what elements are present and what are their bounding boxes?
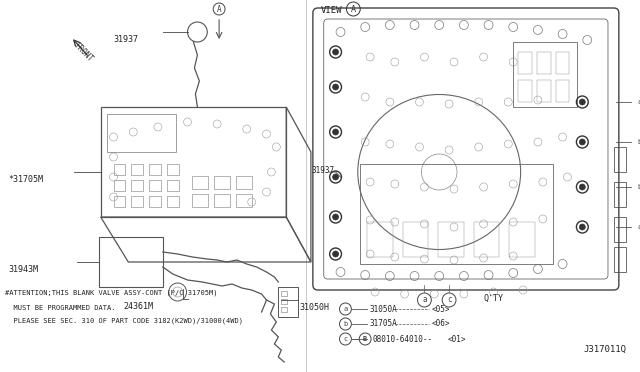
Text: a: a [422, 295, 427, 305]
Bar [614, 147, 626, 172]
Text: J317011Q: J317011Q [584, 345, 627, 354]
Text: b: b [637, 184, 640, 190]
Text: *31705M: *31705M [8, 175, 43, 184]
Circle shape [579, 224, 586, 230]
Text: c: c [447, 295, 451, 305]
Bar [537, 80, 551, 102]
Text: #ATTENTION;THIS BLANK VALVE ASSY-CONT (P/C 31705M): #ATTENTION;THIS BLANK VALVE ASSY-CONT (P… [5, 290, 218, 296]
Bar [214, 176, 230, 189]
Bar [107, 114, 176, 152]
Circle shape [579, 99, 586, 105]
Text: Q'TY: Q'TY [483, 294, 504, 303]
Bar [214, 194, 230, 207]
Text: MUST BE PROGRAMMED DATA.: MUST BE PROGRAMMED DATA. [5, 305, 115, 311]
Bar [513, 42, 577, 107]
Circle shape [333, 129, 339, 135]
Text: B: B [363, 336, 367, 342]
Bar [367, 222, 393, 257]
Text: 31937: 31937 [113, 35, 138, 44]
Bar [474, 222, 499, 257]
Bar [614, 217, 626, 242]
Text: a: a [637, 224, 640, 230]
Text: 31705A: 31705A [369, 320, 397, 328]
Text: a: a [637, 99, 640, 105]
Bar [113, 180, 125, 191]
Bar [282, 291, 287, 296]
Text: A: A [217, 4, 221, 13]
Bar [518, 80, 532, 102]
Bar [131, 180, 143, 191]
Circle shape [333, 214, 339, 220]
Circle shape [333, 49, 339, 55]
Bar [149, 196, 161, 207]
Bar [113, 196, 125, 207]
Bar [167, 164, 179, 175]
Bar [360, 164, 553, 264]
Bar [518, 52, 532, 74]
Bar [167, 180, 179, 191]
Text: b: b [637, 139, 640, 145]
Text: c: c [343, 336, 348, 342]
Bar [149, 164, 161, 175]
Bar [282, 299, 287, 304]
Bar [131, 164, 143, 175]
Bar [278, 287, 298, 317]
Bar [556, 80, 570, 102]
Circle shape [579, 184, 586, 190]
Text: 31943M: 31943M [8, 265, 38, 274]
Bar [131, 196, 143, 207]
Bar [236, 194, 252, 207]
Bar [282, 307, 287, 312]
Text: <05>: <05> [431, 305, 450, 314]
Bar [509, 222, 535, 257]
Circle shape [333, 251, 339, 257]
Text: b: b [343, 321, 348, 327]
Text: A: A [351, 4, 356, 13]
Bar [537, 52, 551, 74]
Bar [193, 176, 208, 189]
Bar [403, 222, 428, 257]
Bar [614, 247, 626, 272]
Circle shape [333, 84, 339, 90]
Text: a: a [343, 306, 348, 312]
Text: PLEASE SEE SEC. 310 OF PART CODE 3182(K2WD)/31000(4WD): PLEASE SEE SEC. 310 OF PART CODE 3182(K2… [5, 318, 243, 324]
Text: <01>: <01> [448, 334, 467, 343]
Circle shape [333, 174, 339, 180]
Text: 08010-64010--: 08010-64010-- [372, 334, 432, 343]
Bar [236, 176, 252, 189]
Circle shape [579, 139, 586, 145]
Bar [99, 237, 163, 287]
Bar [193, 194, 208, 207]
Text: VIEW: VIEW [321, 6, 342, 15]
Bar [556, 52, 570, 74]
Bar [167, 196, 179, 207]
Bar [614, 182, 626, 207]
Text: <06>: <06> [431, 320, 450, 328]
Text: 24361M: 24361M [124, 302, 154, 311]
Text: FRONT: FRONT [72, 41, 94, 64]
Bar [113, 164, 125, 175]
Text: 31937: 31937 [312, 166, 335, 174]
Text: 31050H: 31050H [299, 303, 329, 312]
Bar [438, 222, 464, 257]
Bar [149, 180, 161, 191]
Text: 31050A: 31050A [369, 305, 397, 314]
